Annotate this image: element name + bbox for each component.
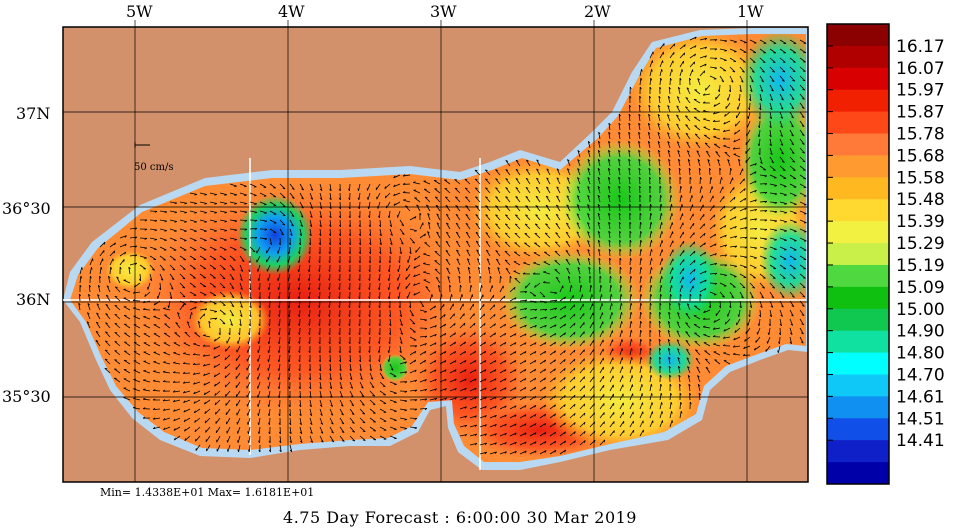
- lat-label-37n: 37N: [16, 104, 50, 123]
- colorbar-swatch: [827, 352, 889, 375]
- current-vectors: [78, 36, 807, 455]
- colorbar-swatch: [827, 243, 889, 266]
- colorbar-label: 15.19: [896, 256, 945, 276]
- lon-label-2w: 2W: [584, 2, 611, 21]
- lat-label-36-30: 36°30: [2, 199, 51, 218]
- colorbar-label: 14.61: [896, 387, 945, 407]
- lat-label-36n: 36N: [16, 290, 50, 309]
- colorbar-label: 15.09: [896, 278, 945, 298]
- colorbar-swatch: [827, 67, 889, 91]
- colorbar-swatch: [827, 155, 889, 178]
- colorbar-swatch: [827, 330, 889, 354]
- colorbar: 16.1716.0715.9715.8715.7815.6815.5815.48…: [826, 23, 945, 485]
- colorbar-swatch: [827, 374, 889, 397]
- colorbar-swatch: [827, 286, 889, 310]
- colorbar-swatch: [827, 462, 889, 485]
- colorbar-label: 15.48: [896, 190, 945, 210]
- colorbar-label: 14.51: [896, 409, 945, 429]
- colorbar-swatch: [827, 45, 889, 69]
- lat-label-35-30: 35°30: [2, 387, 51, 406]
- colorbar-label: 14.41: [896, 431, 945, 451]
- colorbar-swatch: [827, 111, 889, 135]
- colorbar-swatch: [827, 221, 889, 244]
- colorbar-label: 14.90: [896, 322, 945, 342]
- colorbar-swatch: [827, 440, 889, 463]
- colorbar-swatch: [827, 418, 889, 441]
- colorbar-label: 15.68: [896, 146, 945, 166]
- forecast-title: 4.75 Day Forecast : 6:00:00 30 Mar 2019: [283, 508, 637, 527]
- colorbar-label: 15.97: [896, 81, 945, 101]
- colorbar-label: 15.29: [896, 234, 945, 254]
- colorbar-label: 16.17: [896, 37, 945, 57]
- colorbar-swatch: [827, 89, 889, 113]
- colorbar-label: 15.58: [896, 168, 945, 188]
- lon-label-3w: 3W: [430, 2, 457, 21]
- scale-label: 50 cm/s: [134, 162, 174, 173]
- colorbar-swatch: [827, 396, 889, 419]
- colorbar-swatch: [827, 199, 889, 222]
- colorbar-label: 16.07: [896, 59, 945, 79]
- map-frame: [62, 26, 809, 483]
- colorbar-label: 15.00: [896, 300, 945, 320]
- colorbar-label: 14.70: [896, 365, 945, 385]
- lon-label-1w: 1W: [737, 2, 764, 21]
- colorbar-swatch: [827, 24, 889, 47]
- lon-label-5w: 5W: [126, 2, 153, 21]
- colorbar-swatch: [827, 308, 889, 332]
- vector-scale: 50 cm/s: [134, 142, 174, 173]
- colorbar-frame: [826, 23, 890, 485]
- colorbar-label: 14.80: [896, 344, 945, 364]
- colorbar-label: 15.39: [896, 212, 945, 232]
- colorbar-swatch: [827, 133, 889, 156]
- colorbar-swatch: [827, 264, 889, 288]
- colorbar-swatch: [827, 177, 889, 200]
- colorbar-label: 15.87: [896, 103, 945, 123]
- lon-label-4w: 4W: [278, 2, 305, 21]
- min-max-stats: Min= 1.4338E+01 Max= 1.6181E+01: [100, 486, 315, 499]
- graticule: [63, 20, 808, 482]
- colorbar-label: 15.78: [896, 125, 945, 145]
